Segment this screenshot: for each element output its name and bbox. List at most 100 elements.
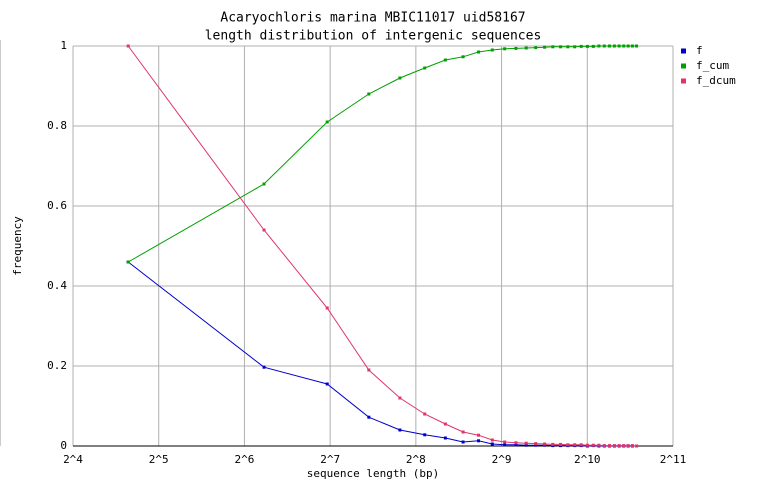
x-tick-label: 2^5: [149, 453, 169, 466]
point: [602, 44, 606, 48]
point: [559, 442, 563, 446]
point: [635, 444, 639, 448]
point: [398, 76, 402, 80]
chart-title: Acaryochloris marina MBIC11017 uid58167: [220, 11, 525, 26]
legend-marker: [681, 48, 686, 54]
x-tick-label: 2^7: [320, 453, 340, 466]
x-tick-label: 2^10: [574, 453, 601, 466]
point: [566, 443, 570, 447]
point: [325, 120, 329, 124]
point: [524, 46, 528, 50]
point: [325, 382, 329, 386]
point: [573, 45, 577, 49]
point: [477, 50, 481, 54]
y-tick-label: 0.4: [47, 279, 67, 292]
point: [597, 443, 601, 447]
point: [524, 443, 528, 447]
y-tick-label: 0.6: [47, 199, 67, 212]
legend-marker: [681, 63, 686, 69]
point: [461, 430, 465, 434]
chart-subtitle: length distribution of intergenic sequen…: [205, 29, 542, 44]
point: [514, 443, 518, 447]
point: [617, 444, 621, 448]
point: [514, 46, 518, 50]
x-tick-label: 2^9: [492, 453, 512, 466]
point: [398, 396, 402, 400]
point: [477, 433, 481, 437]
point: [626, 44, 630, 48]
series-line: [127, 261, 637, 447]
point: [423, 412, 427, 416]
point: [585, 443, 589, 447]
point: [579, 443, 583, 447]
point: [602, 444, 606, 448]
point: [503, 443, 507, 447]
point: [490, 48, 494, 52]
y-tick-label: 0.2: [47, 359, 67, 372]
point: [262, 182, 266, 186]
point: [503, 440, 507, 444]
point: [534, 442, 538, 446]
point: [477, 439, 481, 443]
point: [534, 46, 538, 50]
x-axis-label: sequence length (bp): [307, 467, 439, 480]
x-tick-label: 2^8: [406, 453, 426, 466]
point: [559, 45, 563, 49]
legend-marker: [681, 78, 686, 84]
point: [461, 55, 465, 59]
series-line: [127, 45, 637, 447]
y-axis-label: frequency: [11, 216, 24, 276]
point: [573, 443, 577, 447]
point: [262, 228, 266, 232]
point: [443, 436, 447, 440]
point: [543, 45, 547, 49]
point: [612, 44, 616, 48]
point: [622, 444, 626, 448]
point: [579, 44, 583, 48]
point: [443, 58, 447, 62]
point: [630, 444, 634, 448]
legend-label: f: [696, 44, 703, 57]
point: [126, 44, 130, 48]
point: [461, 440, 465, 444]
y-tick-label: 0: [60, 439, 67, 452]
point: [591, 44, 595, 48]
x-tick-label: 2^11: [660, 453, 687, 466]
point: [490, 438, 494, 442]
point: [367, 415, 371, 419]
point: [325, 306, 329, 310]
point: [591, 443, 595, 447]
y-tick-label: 0.8: [47, 119, 67, 132]
point: [617, 44, 621, 48]
point: [443, 422, 447, 426]
point: [503, 47, 507, 51]
point: [262, 365, 266, 369]
legend-label: f_cum: [696, 59, 729, 72]
point: [367, 92, 371, 96]
x-tick-label: 2^6: [234, 453, 254, 466]
point: [398, 428, 402, 432]
legend-label: f_dcum: [696, 74, 736, 87]
point: [543, 442, 547, 446]
point: [607, 44, 611, 48]
point: [607, 444, 611, 448]
point: [423, 66, 427, 70]
point: [612, 444, 616, 448]
y-tick-label: 1: [60, 39, 67, 52]
point: [524, 441, 528, 445]
x-tick-label: 2^4: [63, 453, 83, 466]
point: [514, 441, 518, 445]
point: [626, 444, 630, 448]
point: [126, 260, 130, 264]
point: [635, 44, 639, 48]
point: [551, 45, 555, 49]
point: [367, 368, 371, 372]
point: [585, 44, 589, 48]
point: [566, 45, 570, 49]
point: [622, 44, 626, 48]
point: [423, 433, 427, 437]
point: [534, 443, 538, 447]
point: [597, 44, 601, 48]
